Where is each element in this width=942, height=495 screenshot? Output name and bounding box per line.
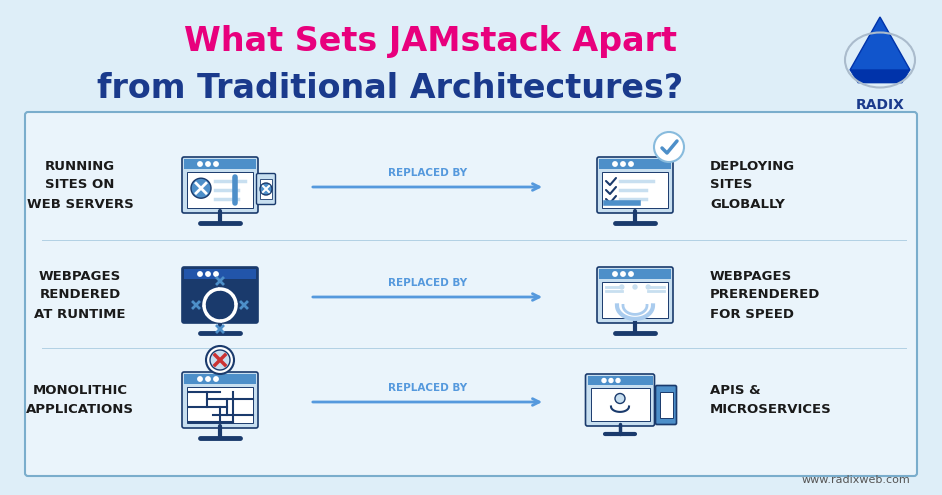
FancyBboxPatch shape (260, 179, 272, 199)
Circle shape (621, 272, 625, 276)
FancyBboxPatch shape (182, 372, 258, 428)
Circle shape (214, 377, 219, 381)
Text: APIS &
MICROSERVICES: APIS & MICROSERVICES (710, 384, 832, 416)
FancyBboxPatch shape (182, 267, 258, 323)
Circle shape (613, 272, 617, 276)
Text: from Traditional Architectures?: from Traditional Architectures? (97, 71, 683, 104)
FancyBboxPatch shape (184, 159, 256, 169)
Circle shape (629, 162, 633, 166)
Text: RADIX: RADIX (855, 98, 904, 112)
FancyBboxPatch shape (597, 267, 673, 323)
Text: REPLACED BY: REPLACED BY (388, 278, 467, 288)
FancyBboxPatch shape (586, 374, 655, 426)
Circle shape (198, 272, 203, 276)
Circle shape (602, 379, 606, 383)
FancyBboxPatch shape (599, 159, 671, 169)
FancyBboxPatch shape (187, 172, 253, 208)
FancyBboxPatch shape (256, 174, 275, 204)
Text: WEBPAGES
RENDERED
AT RUNTIME: WEBPAGES RENDERED AT RUNTIME (34, 269, 125, 320)
Circle shape (633, 285, 637, 289)
Circle shape (214, 162, 219, 166)
Circle shape (205, 377, 210, 381)
Circle shape (206, 346, 234, 374)
FancyBboxPatch shape (184, 374, 256, 384)
FancyBboxPatch shape (597, 157, 673, 213)
FancyBboxPatch shape (659, 392, 673, 418)
Circle shape (260, 183, 272, 195)
Text: DEPLOYING
SITES
GLOBALLY: DEPLOYING SITES GLOBALLY (710, 159, 795, 210)
Circle shape (205, 272, 210, 276)
Circle shape (613, 162, 617, 166)
Polygon shape (850, 70, 910, 83)
Text: www.radixweb.com: www.radixweb.com (802, 475, 910, 485)
Text: REPLACED BY: REPLACED BY (388, 383, 467, 393)
Text: WEBPAGES
PRERENDERED
FOR SPEED: WEBPAGES PRERENDERED FOR SPEED (710, 269, 820, 320)
Circle shape (191, 178, 211, 198)
FancyBboxPatch shape (656, 386, 676, 425)
Circle shape (198, 162, 203, 166)
FancyBboxPatch shape (588, 376, 653, 385)
Text: MONOLITHIC
APPLICATIONS: MONOLITHIC APPLICATIONS (26, 384, 134, 416)
Polygon shape (850, 17, 910, 70)
Circle shape (214, 272, 219, 276)
Circle shape (210, 350, 230, 370)
FancyBboxPatch shape (602, 172, 668, 208)
FancyBboxPatch shape (602, 282, 668, 318)
Circle shape (615, 394, 625, 403)
FancyBboxPatch shape (184, 269, 256, 279)
Text: RUNNING
SITES ON
WEB SERVERS: RUNNING SITES ON WEB SERVERS (26, 159, 134, 210)
Circle shape (205, 162, 210, 166)
FancyBboxPatch shape (599, 269, 671, 279)
FancyBboxPatch shape (187, 387, 253, 423)
Circle shape (198, 377, 203, 381)
Text: What Sets JAMstack Apart: What Sets JAMstack Apart (184, 26, 676, 58)
Circle shape (609, 379, 613, 383)
Circle shape (620, 285, 624, 289)
FancyBboxPatch shape (25, 112, 917, 476)
Circle shape (621, 162, 625, 166)
Text: REPLACED BY: REPLACED BY (388, 168, 467, 178)
Circle shape (654, 132, 684, 162)
Circle shape (646, 285, 650, 289)
Circle shape (616, 379, 620, 383)
FancyBboxPatch shape (182, 157, 258, 213)
FancyBboxPatch shape (591, 388, 649, 421)
Circle shape (629, 272, 633, 276)
